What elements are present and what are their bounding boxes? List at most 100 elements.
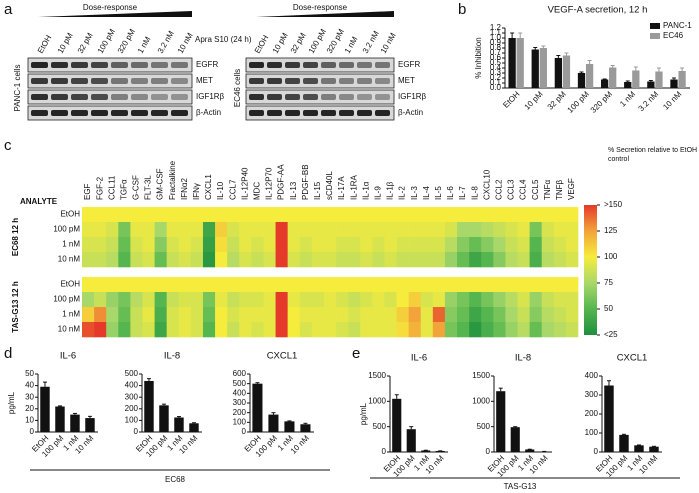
heat-cell: [227, 292, 240, 308]
band: [111, 78, 128, 84]
heat-cell: [469, 252, 482, 268]
heat-cell: [251, 322, 264, 338]
heat-cell: [481, 237, 494, 253]
heat-cell: [251, 237, 264, 253]
heat-cell: [82, 252, 95, 268]
chart-title: IL-6: [60, 351, 76, 362]
heat-cell: [106, 292, 119, 308]
heat-cell: [444, 307, 458, 323]
heat-cell: [215, 207, 228, 223]
bar: [678, 71, 686, 88]
column-label: FLT-3L: [144, 175, 153, 200]
heat-cell: [299, 307, 313, 323]
heat-cell: [311, 307, 325, 323]
band: [267, 62, 282, 68]
band: [171, 78, 188, 84]
heat-cell: [553, 207, 567, 223]
heat-cell: [553, 237, 567, 253]
heat-cell: [166, 307, 180, 323]
blot-strip: [27, 105, 193, 121]
panel-letter: a: [4, 1, 13, 18]
error-bar: [72, 412, 77, 415]
y-tick-label: 500: [233, 379, 247, 388]
heat-cell: [336, 307, 349, 323]
heat-cell: [541, 322, 555, 338]
heat-cell: [251, 252, 264, 268]
heat-cell: [190, 307, 204, 323]
heat-cell: [299, 222, 313, 238]
heat-cell: [287, 292, 301, 308]
column-label: IL-3: [410, 186, 419, 200]
y-tick-label: 300: [125, 392, 139, 401]
heat-cell: [348, 237, 361, 253]
band: [267, 110, 282, 116]
bar: [554, 58, 563, 88]
heat-cell: [360, 277, 373, 293]
y-tick-label: 300: [585, 390, 599, 399]
colorbar-label: 100: [604, 252, 618, 261]
heat-cell: [263, 307, 276, 323]
heat-cell: [469, 222, 482, 238]
panel-letter: b: [458, 1, 466, 18]
chart-title: CXCL1: [617, 353, 648, 364]
heat-cell: [457, 322, 470, 338]
heat-cell: [348, 277, 361, 293]
column-label: IFNα2: [180, 177, 189, 200]
band: [375, 94, 390, 100]
y-tick-label: 1500: [368, 371, 386, 380]
y-tick-label: 0: [486, 447, 491, 456]
heat-cell: [118, 222, 131, 238]
bar: [70, 414, 80, 432]
heat-cell: [166, 322, 180, 338]
heat-cell: [408, 307, 422, 323]
heat-cell: [396, 237, 409, 253]
band: [357, 94, 372, 100]
y-tick-label: 0: [594, 447, 599, 456]
band: [267, 78, 282, 84]
heat-cell: [142, 277, 155, 293]
band: [249, 78, 264, 84]
x-tick-label: 10 nM: [661, 89, 683, 111]
bar: [516, 38, 524, 88]
heat-cell: [118, 252, 131, 268]
blot-strip: [27, 57, 193, 73]
heat-cell: [541, 222, 555, 238]
dose-wedge: [256, 11, 394, 17]
column-label: IL-10: [216, 181, 225, 200]
legend-label: EC46: [663, 31, 684, 40]
error-bar: [625, 80, 630, 82]
heat-cell: [541, 307, 555, 323]
group-label: TAS-G13: [504, 482, 537, 491]
heat-cell: [517, 252, 530, 268]
heat-cell: [82, 237, 95, 253]
heat-cell: [166, 292, 180, 308]
x-tick-label: 1 nM: [618, 89, 637, 108]
heat-cell: [457, 292, 470, 308]
bar: [421, 450, 431, 452]
band: [91, 62, 108, 68]
band: [71, 62, 88, 68]
heat-cell: [541, 207, 555, 223]
heat-cell: [505, 322, 518, 338]
error-bar: [271, 412, 276, 415]
bar: [634, 445, 644, 452]
y-axis-label: % Inhibition: [474, 37, 483, 78]
y-tick-label: 500: [373, 422, 387, 431]
heat-cell: [311, 292, 325, 308]
band: [71, 94, 88, 100]
column-label: PDGF-AA: [277, 164, 286, 200]
heat-cell: [130, 237, 143, 253]
error-bar: [633, 66, 638, 71]
heat-cell: [311, 222, 325, 238]
heat-cell: [384, 252, 397, 268]
heat-cell: [227, 222, 240, 238]
y-tick-label: 1500: [472, 371, 490, 380]
heat-cell: [481, 207, 494, 223]
colorbar-label: 125: [604, 226, 618, 235]
heat-cell: [178, 252, 192, 268]
y-tick-label: 0: [134, 427, 139, 436]
heat-cell: [481, 322, 494, 338]
heat-cell: [154, 307, 167, 323]
bar: [531, 49, 539, 88]
